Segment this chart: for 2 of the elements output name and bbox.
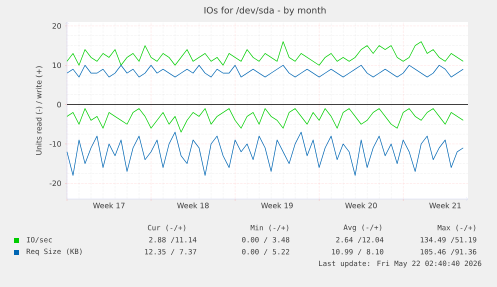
chart-title: IOs for /dev/sda - by month bbox=[204, 6, 326, 16]
line-series bbox=[66, 132, 464, 176]
